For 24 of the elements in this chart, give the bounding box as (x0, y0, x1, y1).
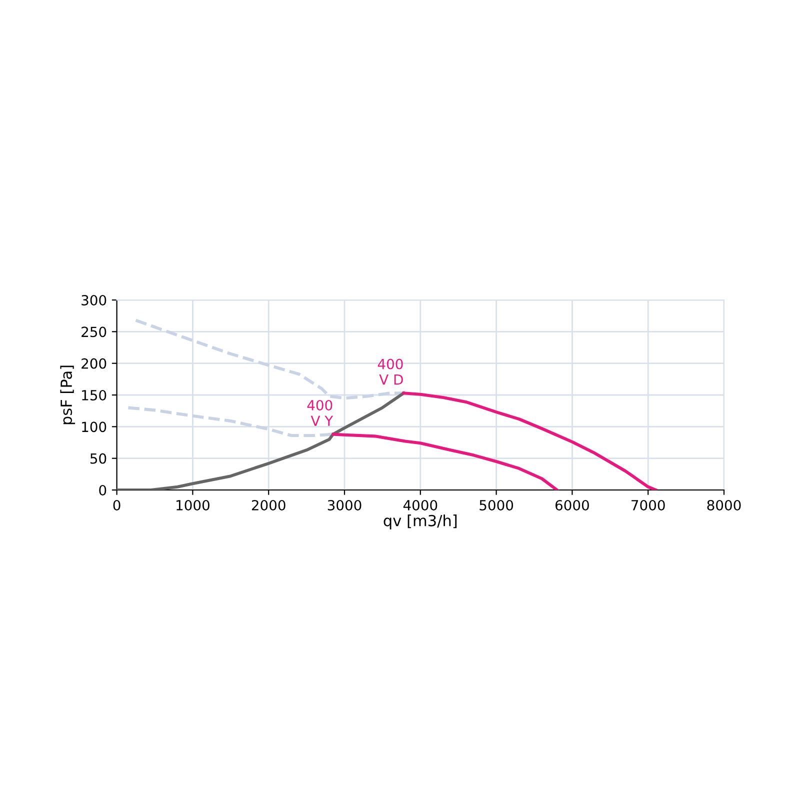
y-tick-label: 100 (82, 422, 106, 432)
x-axis-title: qv [m3/h] (384, 514, 457, 530)
annotation: 400 V Y (307, 400, 334, 426)
line-series (402, 392, 658, 490)
y-tick-label: 50 (90, 453, 106, 464)
x-tick-label: 2000 (252, 500, 286, 510)
y-tick-label: 150 (82, 390, 106, 400)
x-tick-label: 4000 (403, 500, 438, 510)
x-tick-label: 0 (113, 500, 120, 510)
y-tick-label: 0 (99, 484, 106, 496)
line-series (134, 318, 406, 400)
y-tick-label: 300 (82, 294, 106, 306)
line-series (332, 432, 559, 490)
x-tick-label: 7000 (632, 500, 665, 510)
x-tick-label: 3000 (328, 500, 362, 510)
x-tick-label: 1000 (176, 500, 210, 510)
x-tick-label: 5000 (480, 500, 514, 510)
y-tick-label: 250 (82, 326, 106, 338)
y-tick-label: 200 (82, 358, 106, 369)
y-axis-title: psF [Pa] (60, 366, 76, 424)
x-tick-label: 6000 (555, 500, 589, 510)
x-tick-label: 8000 (707, 500, 741, 510)
line-series (116, 392, 406, 490)
annotation: 400 V D (378, 358, 403, 385)
